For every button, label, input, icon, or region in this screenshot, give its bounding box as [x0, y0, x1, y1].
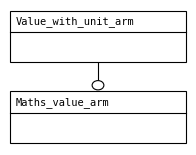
Bar	[10, 11, 186, 62]
Text: Maths_value_arm: Maths_value_arm	[16, 97, 109, 108]
Circle shape	[92, 81, 104, 90]
Bar	[10, 91, 186, 143]
Text: Value_with_unit_arm: Value_with_unit_arm	[16, 16, 134, 27]
